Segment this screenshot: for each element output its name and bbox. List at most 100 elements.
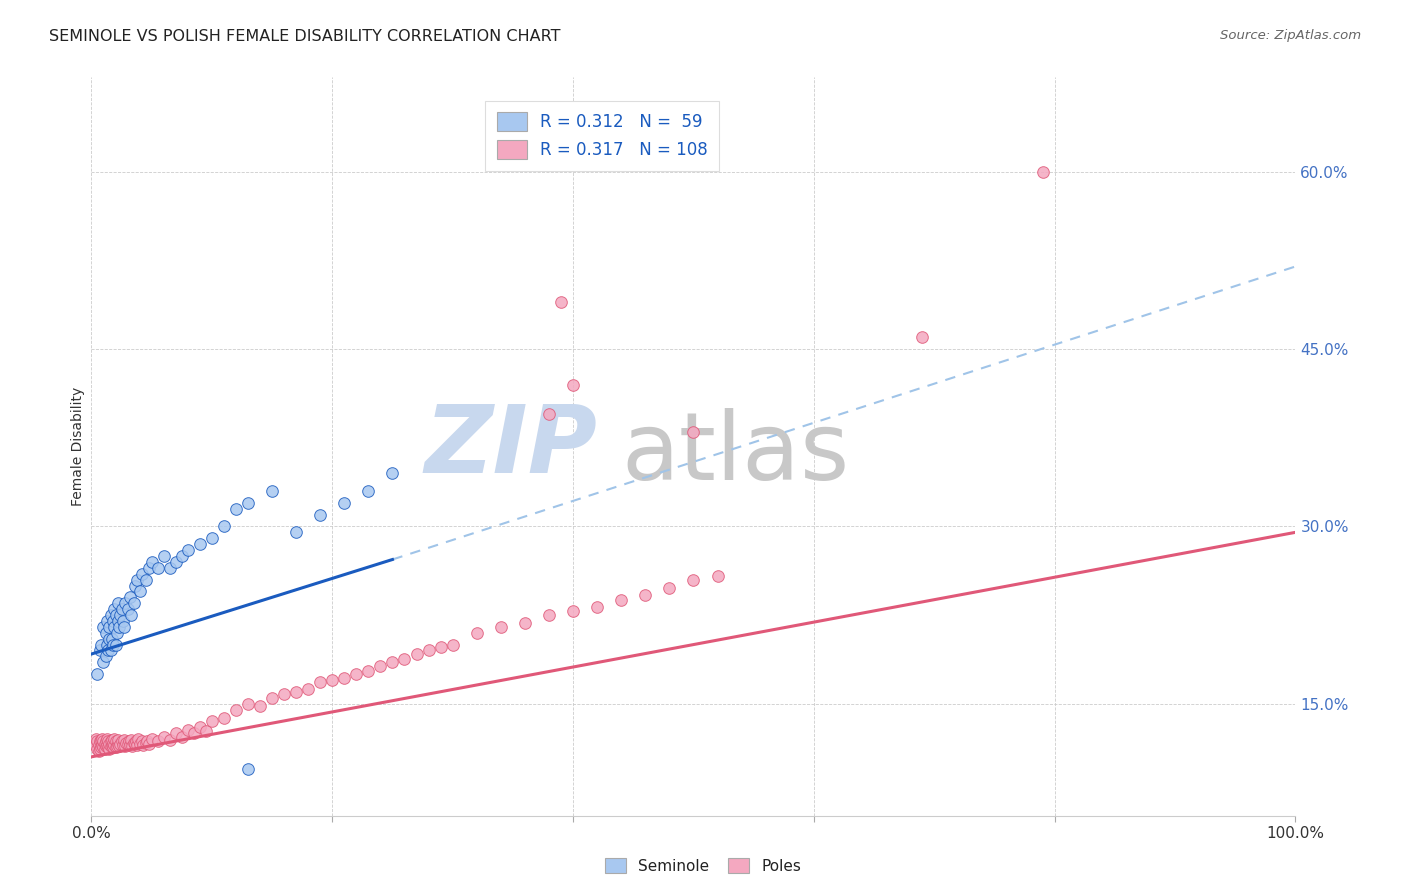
Point (610, 592, 633, 607)
Point (101, 614, 124, 628)
Point (135, 573, 157, 587)
Point (658, 581, 681, 595)
Point (489, 620, 512, 634)
Point (441, 638, 464, 652)
Point (97, 734, 120, 748)
Point (212, 711, 235, 725)
Point (141, 732, 163, 747)
Point (86, 734, 108, 748)
Point (89, 643, 111, 657)
Point (104, 608, 127, 623)
Point (138, 737, 160, 751)
Point (90, 740, 112, 755)
Point (225, 501, 247, 516)
Point (87, 744, 110, 758)
Point (297, 682, 319, 697)
Legend: Seminole, Poles: Seminole, Poles (599, 852, 807, 880)
Point (201, 531, 224, 545)
Point (110, 737, 132, 751)
Point (98, 741, 121, 756)
Point (333, 496, 356, 510)
Point (177, 543, 200, 558)
Point (120, 608, 142, 623)
Point (183, 726, 205, 740)
Point (586, 599, 609, 614)
Text: Source: ZipAtlas.com: Source: ZipAtlas.com (1220, 29, 1361, 42)
Point (122, 596, 145, 610)
Point (194, 723, 217, 738)
Point (118, 738, 141, 752)
Point (537, 608, 560, 623)
Point (127, 573, 149, 587)
Point (125, 734, 148, 748)
Point (94, 649, 117, 664)
Point (110, 602, 132, 616)
Point (94, 739, 117, 754)
Point (170, 549, 193, 563)
Point (107, 596, 129, 610)
Point (357, 483, 380, 498)
Point (132, 738, 155, 752)
Point (357, 664, 380, 678)
Y-axis label: Female Disability: Female Disability (72, 387, 86, 507)
Point (115, 736, 138, 750)
Point (562, 605, 585, 619)
Point (225, 702, 247, 716)
Point (90, 638, 112, 652)
Point (321, 673, 343, 687)
Point (381, 655, 404, 669)
Point (911, 330, 934, 344)
Text: ZIP: ZIP (425, 401, 598, 492)
Point (124, 578, 146, 592)
Point (93, 740, 115, 755)
Point (86, 667, 108, 681)
Point (124, 737, 146, 751)
Point (370, 658, 392, 673)
Point (138, 561, 160, 575)
Point (108, 620, 131, 634)
Point (122, 736, 145, 750)
Point (103, 738, 125, 752)
Point (101, 736, 124, 750)
Point (405, 647, 427, 661)
Point (96, 638, 118, 652)
Point (550, 294, 572, 309)
Point (105, 625, 128, 640)
Point (120, 733, 142, 747)
Point (112, 620, 135, 634)
Point (121, 739, 143, 754)
Point (100, 643, 122, 657)
Point (110, 608, 132, 623)
Point (84, 732, 107, 747)
Point (381, 467, 404, 481)
Point (98, 620, 121, 634)
Point (418, 643, 440, 657)
Point (93, 655, 115, 669)
Point (100, 734, 122, 748)
Point (107, 614, 129, 628)
Point (146, 734, 169, 748)
Point (285, 525, 308, 540)
Point (101, 638, 124, 652)
Point (333, 671, 356, 685)
Point (236, 496, 259, 510)
Point (101, 632, 124, 646)
Point (236, 697, 259, 711)
Point (91, 732, 114, 747)
Point (101, 740, 124, 755)
Point (114, 596, 136, 610)
Point (90, 733, 112, 747)
Point (93, 737, 115, 751)
Point (96, 614, 118, 628)
Point (97, 643, 120, 657)
Point (465, 625, 488, 640)
Point (107, 733, 129, 747)
Point (152, 549, 174, 563)
Point (537, 407, 560, 421)
Point (260, 483, 283, 498)
Point (101, 733, 124, 747)
Point (108, 739, 131, 754)
Point (89, 734, 111, 748)
Point (682, 425, 704, 439)
Point (562, 377, 585, 392)
